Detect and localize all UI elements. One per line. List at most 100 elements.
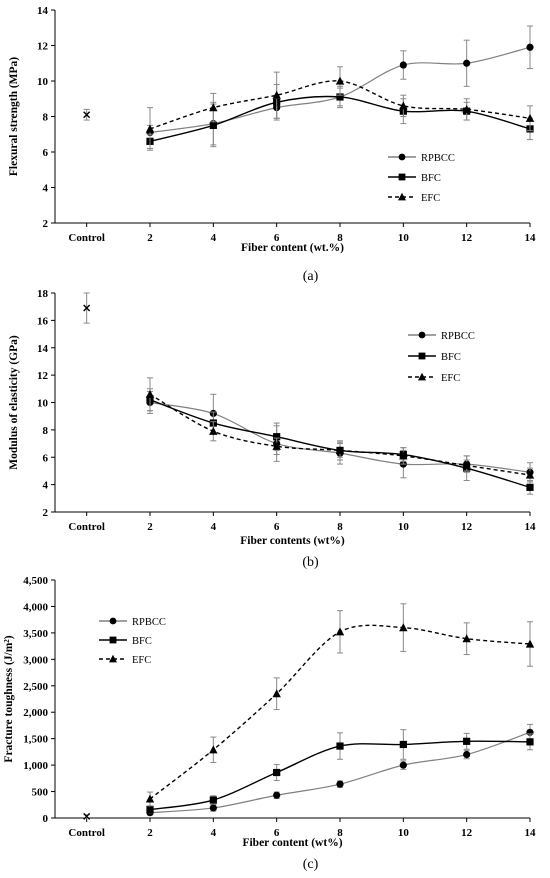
- control-point: [83, 304, 91, 312]
- y-axis-title: Flexural strength (MPa): [8, 57, 20, 176]
- data-point: [399, 61, 407, 69]
- legend-label: BFC: [421, 173, 441, 184]
- control-point: [83, 812, 91, 820]
- chart-panel-1: 2 4 6 8 10 12 14 Control 2 4 6 8 10 12 14 Fiber content…: [8, 5, 536, 284]
- data-point: [209, 103, 218, 112]
- data-point: [335, 76, 345, 85]
- x-tick-label: 14: [525, 521, 537, 533]
- x-tick-label: 10: [398, 521, 410, 533]
- y-axis-title: Fracture toughness (J/m²): [3, 635, 15, 762]
- legend-marker: [109, 654, 117, 663]
- x-tick-label: 6: [274, 232, 280, 244]
- y-tick-label: 10: [37, 398, 49, 410]
- legend-marker: [398, 192, 406, 201]
- series-bfc: [146, 729, 534, 814]
- x-tick-label: 6: [274, 521, 280, 533]
- control-point: [83, 111, 91, 119]
- series-rpbcc: [146, 391, 534, 483]
- data-point: [335, 446, 345, 455]
- x-tick-label: 2: [147, 521, 153, 533]
- legend-label: EFC: [441, 373, 460, 384]
- x-tick-label: 12: [461, 521, 473, 533]
- y-tick-label: 12: [37, 41, 49, 53]
- data-point: [463, 737, 471, 745]
- data-point: [336, 780, 344, 788]
- x-tick-label: 8: [337, 521, 343, 533]
- x-tick-label: Control: [68, 521, 104, 533]
- data-point: [272, 441, 281, 450]
- y-tick-label: 1,000: [23, 760, 48, 772]
- data-point: [209, 796, 217, 804]
- chart-panel-3: 0 500 1,000 1,500 2,000 2,500 3,000 3,500 4,000 4…: [3, 575, 536, 872]
- x-axis-title: Fiber content (wt.%): [241, 242, 344, 254]
- data-point: [399, 740, 407, 749]
- data-point: [145, 794, 155, 803]
- series-efc: [145, 377, 535, 483]
- legend-marker: [109, 636, 117, 644]
- data-point: [462, 105, 471, 113]
- x-tick-label: Control: [68, 232, 104, 244]
- data-point: [399, 623, 408, 632]
- x-axis-title: Fiber contents (wt%): [240, 535, 345, 547]
- y-tick-label: 10: [37, 76, 49, 88]
- x-tick-label: 10: [398, 232, 410, 244]
- x-tick-label: 4: [211, 232, 217, 244]
- panel-label: (b): [302, 555, 319, 570]
- data-point: [273, 433, 281, 441]
- y-tick-label: 6: [43, 452, 49, 464]
- y-tick-label: 4: [43, 183, 49, 195]
- data-point: [335, 627, 345, 636]
- y-tick-label: 8: [43, 112, 49, 124]
- y-tick-label: 3,500: [23, 628, 48, 640]
- data-point: [273, 768, 281, 777]
- legend-marker: [109, 617, 117, 625]
- y-tick-label: 0: [43, 813, 49, 825]
- data-point: [209, 745, 218, 754]
- data-point: [209, 804, 217, 812]
- x-tick-label: 10: [398, 827, 410, 839]
- data-point: [146, 805, 154, 814]
- panel-label: (a): [303, 269, 319, 284]
- y-tick-label: 4,000: [23, 601, 48, 613]
- x-tick-label: 12: [461, 232, 473, 244]
- legend-marker: [398, 173, 406, 181]
- y-tick-label: 12: [37, 370, 49, 382]
- y-tick-label: 4: [43, 480, 49, 492]
- x-tick-label: 6: [274, 827, 280, 839]
- legend-label: RPBCC: [132, 617, 166, 628]
- data-point: [462, 461, 471, 470]
- data-point: [273, 791, 281, 799]
- x-tick-label: 2: [147, 827, 153, 839]
- x-tick-label: 4: [211, 521, 217, 533]
- panel-label: (c): [303, 857, 319, 872]
- chart-panel-2: 2 4 6 8 10 12 14 16 18 Control 2 4 6 8 10 12 14 Fiber con…: [8, 288, 536, 570]
- y-tick-label: 2,500: [23, 681, 48, 693]
- y-tick-label: 8: [43, 425, 49, 437]
- y-tick-label: 3,000: [23, 654, 48, 666]
- y-tick-label: 16: [37, 315, 49, 327]
- y-tick-label: 2,000: [23, 707, 48, 719]
- data-point: [272, 689, 281, 698]
- series-efc: [145, 66, 535, 151]
- y-tick-label: 14: [37, 5, 49, 17]
- y-tick-label: 18: [37, 288, 49, 300]
- data-point: [399, 101, 408, 110]
- data-point: [526, 43, 534, 51]
- x-tick-label: 8: [337, 232, 343, 244]
- data-point: [399, 451, 408, 460]
- x-tick-label: Control: [68, 827, 104, 839]
- legend-label: RPBCC: [421, 153, 455, 164]
- x-tick-label: 14: [525, 232, 537, 244]
- y-tick-label: 500: [32, 787, 49, 799]
- data-point: [526, 483, 534, 491]
- y-tick-label: 2: [43, 218, 49, 230]
- y-tick-label: 1,500: [23, 734, 48, 746]
- data-point: [209, 121, 217, 129]
- data-point: [145, 389, 155, 398]
- series-efc: [145, 603, 535, 807]
- data-point: [336, 93, 344, 101]
- y-tick-label: 2: [43, 507, 49, 519]
- data-point: [336, 742, 344, 750]
- data-point: [525, 470, 535, 479]
